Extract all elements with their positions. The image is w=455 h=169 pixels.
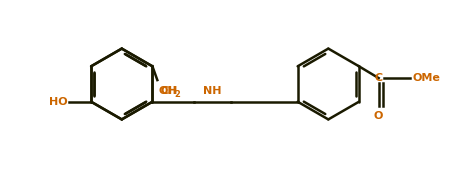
Text: OMe: OMe <box>412 73 440 83</box>
Text: 2: 2 <box>174 90 180 99</box>
Text: HO: HO <box>49 97 67 107</box>
Text: NH: NH <box>203 86 222 96</box>
Text: O: O <box>374 111 384 120</box>
Text: OH: OH <box>158 86 177 96</box>
Text: CH: CH <box>160 86 177 96</box>
Text: C: C <box>374 73 383 83</box>
